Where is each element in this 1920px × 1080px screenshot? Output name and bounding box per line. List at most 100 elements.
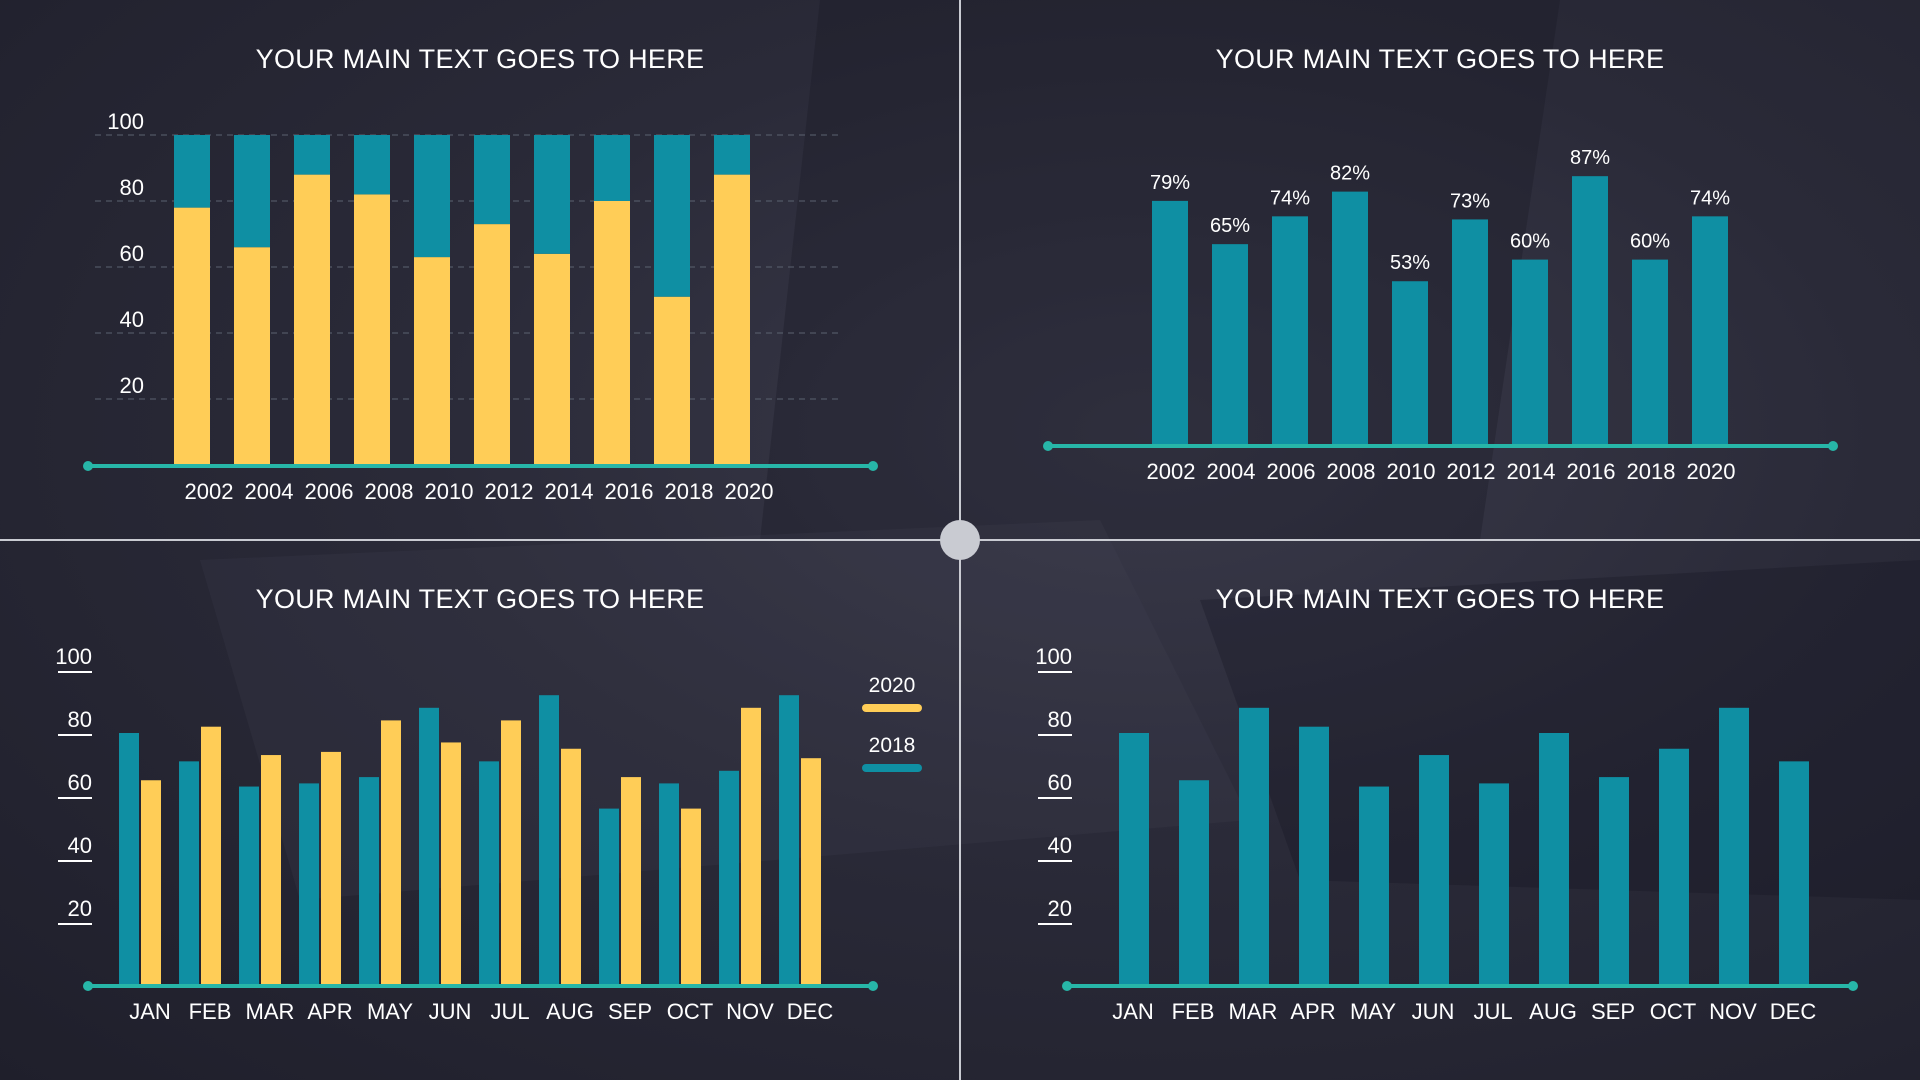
x-tick-label: OCT [1650,999,1696,1024]
bar-teal [419,707,439,985]
x-tick-label: 2016 [1567,459,1616,484]
legend-label: 2020 [869,674,916,697]
bar [1179,780,1209,985]
x-tick-label: 2018 [1627,459,1676,484]
bar [1632,259,1668,445]
bar-teal [719,770,739,985]
monthly-bar-chart: 20 40 60 80 100 JAN FEB MAR APR MAY JUN JUL AUG SEP OC… [1035,644,1858,1024]
stacked-bar-chart: 20 40 60 80 100 2002 2004 2006 2008 2010 2012 2014 2… [83,109,878,504]
x-tick-label: DEC [787,999,834,1024]
bar-segment-teal [714,135,750,175]
bar-teal [659,783,679,985]
x-tick-label: 2016 [605,479,654,504]
bar-teal [179,761,199,985]
y-tick-label: 40 [1048,833,1072,858]
y-tick-label: 40 [68,833,92,858]
axis-end-dot [1062,981,1072,991]
bar [1359,786,1389,985]
bar [1272,216,1308,445]
bar-segment-yellow [534,253,570,465]
x-tick-label: 2008 [365,479,414,504]
axis-end-dot [1848,981,1858,991]
x-tick-label: SEP [608,999,652,1024]
data-label: 74% [1690,187,1730,209]
bar-segment-yellow [174,207,210,465]
data-label: 53% [1390,252,1430,274]
bar-yellow [261,755,281,985]
x-tick-label: 2010 [1387,459,1436,484]
x-tick-label: 2012 [1447,459,1496,484]
bar-segment-teal [354,135,390,195]
chart-panel-top-right: YOUR MAIN TEXT GOES TO HERE 79% 2002 65% 20… [960,0,1920,540]
bar-segment-teal [234,135,270,248]
bar-teal [779,695,799,985]
bar-segment-yellow [594,201,630,465]
axis-end-dot [83,981,93,991]
x-tick-label: JUN [1412,999,1455,1024]
bar-yellow [381,720,401,985]
bar [1419,755,1449,985]
y-tick-label: 100 [107,109,144,134]
x-tick-label: JUN [429,999,472,1024]
bar [1572,176,1608,446]
bar-segment-teal [414,135,450,258]
x-tick-label: 2006 [305,479,354,504]
bar [1659,748,1689,985]
x-tick-label: 2014 [545,479,594,504]
x-tick-label: APR [1290,999,1335,1024]
x-tick-label: MAY [367,999,413,1024]
bar [1512,259,1548,445]
bar [1719,707,1749,985]
bar-segment-yellow [414,257,450,465]
bar [1692,216,1728,445]
bar-teal [479,761,499,985]
y-tick-label: 80 [68,707,92,732]
y-tick-label: 60 [68,770,92,795]
y-tick-label: 100 [1035,644,1072,669]
bar-segment-teal [534,135,570,254]
data-label: 60% [1630,231,1670,253]
bar [1599,777,1629,985]
x-tick-label: SEP [1591,999,1635,1024]
y-tick-label: 20 [120,373,144,398]
bar [1152,200,1188,445]
data-label: 65% [1210,215,1250,237]
bar-teal [119,733,139,985]
bar-segment-yellow [354,194,390,465]
bar-yellow [681,808,701,985]
bar-segment-yellow [294,174,330,465]
y-tick-label: 100 [55,644,92,669]
x-tick-label: OCT [667,999,713,1024]
bar-yellow [621,777,641,985]
x-tick-label: NOV [726,999,774,1024]
x-tick-label: 2008 [1327,459,1376,484]
bar-segment-teal [174,135,210,208]
bar [1299,726,1329,985]
x-tick-label: FEB [189,999,232,1024]
bar-segment-yellow [474,224,510,465]
bar [1332,191,1368,445]
bar [1479,783,1509,985]
bar [1119,733,1149,985]
x-tick-label: 2010 [425,479,474,504]
bar-teal [599,808,619,985]
x-tick-label: JUL [490,999,529,1024]
x-tick-label: DEC [1770,999,1817,1024]
x-tick-label: MAR [246,999,295,1024]
x-tick-label: 2002 [1147,459,1196,484]
chart-title: YOUR MAIN TEXT GOES TO HERE [1215,584,1665,614]
bar-segment-teal [294,135,330,175]
x-tick-label: 2012 [485,479,534,504]
legend-swatch-yellow [862,704,922,712]
x-tick-label: JUL [1473,999,1512,1024]
data-label: 87% [1570,147,1610,169]
x-tick-label: 2020 [1687,459,1736,484]
y-tick-label: 80 [1048,707,1072,732]
axis-end-dot [83,461,93,471]
bar-teal [239,786,259,985]
axis-end-dot [1828,441,1838,451]
chart-title: YOUR MAIN TEXT GOES TO HERE [1215,44,1665,74]
chart-title: YOUR MAIN TEXT GOES TO HERE [255,44,705,74]
chart-panel-top-left: YOUR MAIN TEXT GOES TO HERE 20 40 60 80 100 2… [0,0,960,540]
data-label: 60% [1510,231,1550,253]
